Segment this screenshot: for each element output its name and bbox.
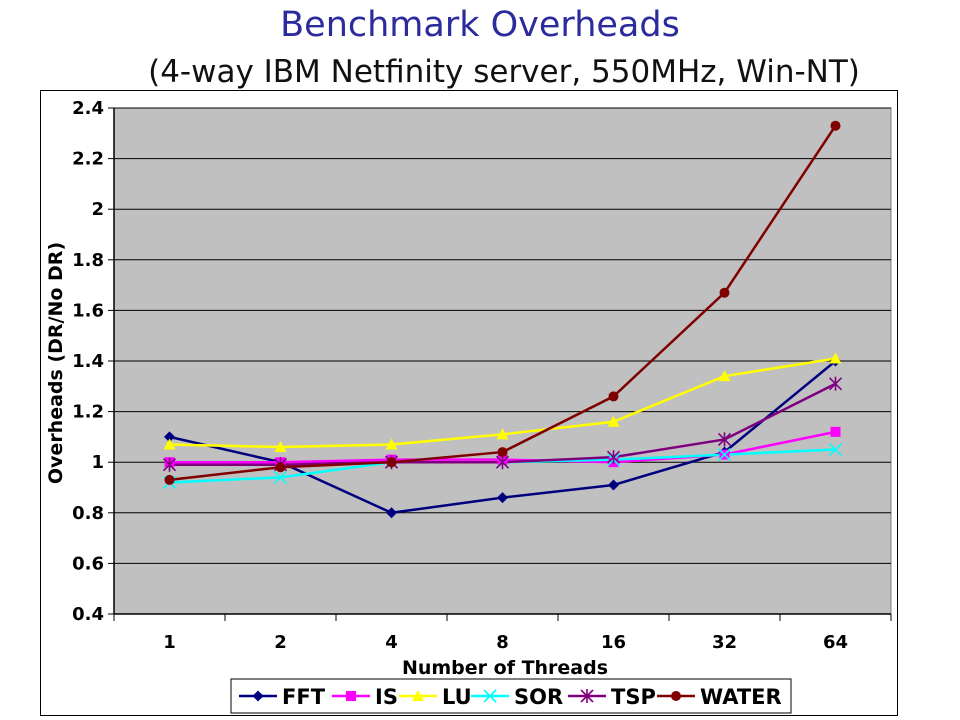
y-tick-label: 0.4 <box>72 604 104 625</box>
legend-label: WATER <box>700 685 782 709</box>
x-tick-label: 64 <box>823 632 848 653</box>
data-point-water <box>608 391 619 402</box>
legend-item-fft: FFT <box>239 685 326 709</box>
data-point-fft <box>164 431 175 443</box>
legend-item-is: IS <box>332 685 398 709</box>
legend-label: SOR <box>514 685 563 709</box>
legend-item-water: WATER <box>657 685 782 709</box>
series-markers <box>162 120 843 519</box>
data-point-tsp <box>717 432 732 447</box>
data-point-fft <box>608 479 619 491</box>
data-point-water <box>275 462 286 473</box>
legend-swatch-marker <box>580 689 594 703</box>
data-point-water <box>164 474 175 485</box>
data-point-water <box>386 457 397 468</box>
data-point-lu <box>274 441 287 453</box>
y-tick-label: 0.6 <box>72 553 104 574</box>
data-point-lu <box>607 415 620 427</box>
y-tick-label: 1.2 <box>72 402 104 423</box>
legend-swatch-marker <box>483 689 497 703</box>
y-tick-label: 2.4 <box>72 98 104 119</box>
x-axis-title: Number of Threads <box>402 657 608 679</box>
x-tick-label: 1 <box>163 632 176 653</box>
data-point-water <box>497 447 508 458</box>
data-point-sor <box>828 442 843 457</box>
y-tick-label: 1.8 <box>72 250 104 271</box>
data-point-lu <box>385 438 398 450</box>
data-point-tsp <box>162 457 177 472</box>
y-tick-label: 2.2 <box>72 149 104 170</box>
legend-item-sor: SOR <box>471 685 563 709</box>
data-point-lu <box>718 370 731 382</box>
data-point-sor <box>717 448 732 462</box>
legend-label: FFT <box>282 685 326 709</box>
x-tick-label: 2 <box>274 632 287 653</box>
data-point-fft <box>386 507 397 519</box>
legend-label: LU <box>442 685 472 709</box>
data-point-tsp <box>606 450 621 465</box>
x-tick-label: 16 <box>601 632 626 653</box>
chart-subtitle: (4-way IBM Netfinity server, 550MHz, Win… <box>148 54 860 90</box>
data-point-water <box>830 120 841 131</box>
x-tick-label: 4 <box>385 632 398 653</box>
x-tick-label: 8 <box>496 632 509 653</box>
chart-title: Benchmark Overheads <box>280 5 680 45</box>
legend-item-tsp: TSP <box>568 685 656 709</box>
y-tick-label: 1.4 <box>72 351 104 372</box>
data-point-lu <box>829 352 842 364</box>
x-tick-label: 32 <box>712 632 737 653</box>
legend-item-lu: LU <box>399 685 472 709</box>
data-point-lu <box>496 428 509 440</box>
y-tick-label: 2 <box>91 199 104 220</box>
data-point-lu <box>163 438 176 450</box>
legend-swatch-marker <box>346 691 356 701</box>
legend-swatch-marker <box>412 690 424 701</box>
y-axis-ticks: 0.4 0.6 0.8 1 1.2 1.4 1.6 1.8 2 2.2 2.4 <box>72 98 114 625</box>
data-point-is <box>830 426 841 437</box>
legend-label: TSP <box>611 685 656 709</box>
y-tick-label: 1.6 <box>72 300 104 321</box>
x-axis-ticks: 1 2 4 8 16 32 64 <box>113 614 892 653</box>
y-tick-label: 1 <box>91 452 104 473</box>
data-point-tsp <box>828 376 843 391</box>
legend: FFT IS LU SOR TSP WATER <box>230 678 792 714</box>
legend-box <box>230 678 792 714</box>
data-point-water <box>719 287 730 298</box>
legend-swatch-marker <box>252 690 264 702</box>
y-tick-label: 0.8 <box>72 503 104 524</box>
data-point-sor <box>273 470 288 484</box>
data-point-fft <box>497 492 508 504</box>
data-point-tsp <box>495 455 510 470</box>
legend-swatch-marker <box>671 691 681 701</box>
y-axis-title: Overheads (DR/No DR) <box>45 242 67 484</box>
legend-label: IS <box>375 685 398 709</box>
